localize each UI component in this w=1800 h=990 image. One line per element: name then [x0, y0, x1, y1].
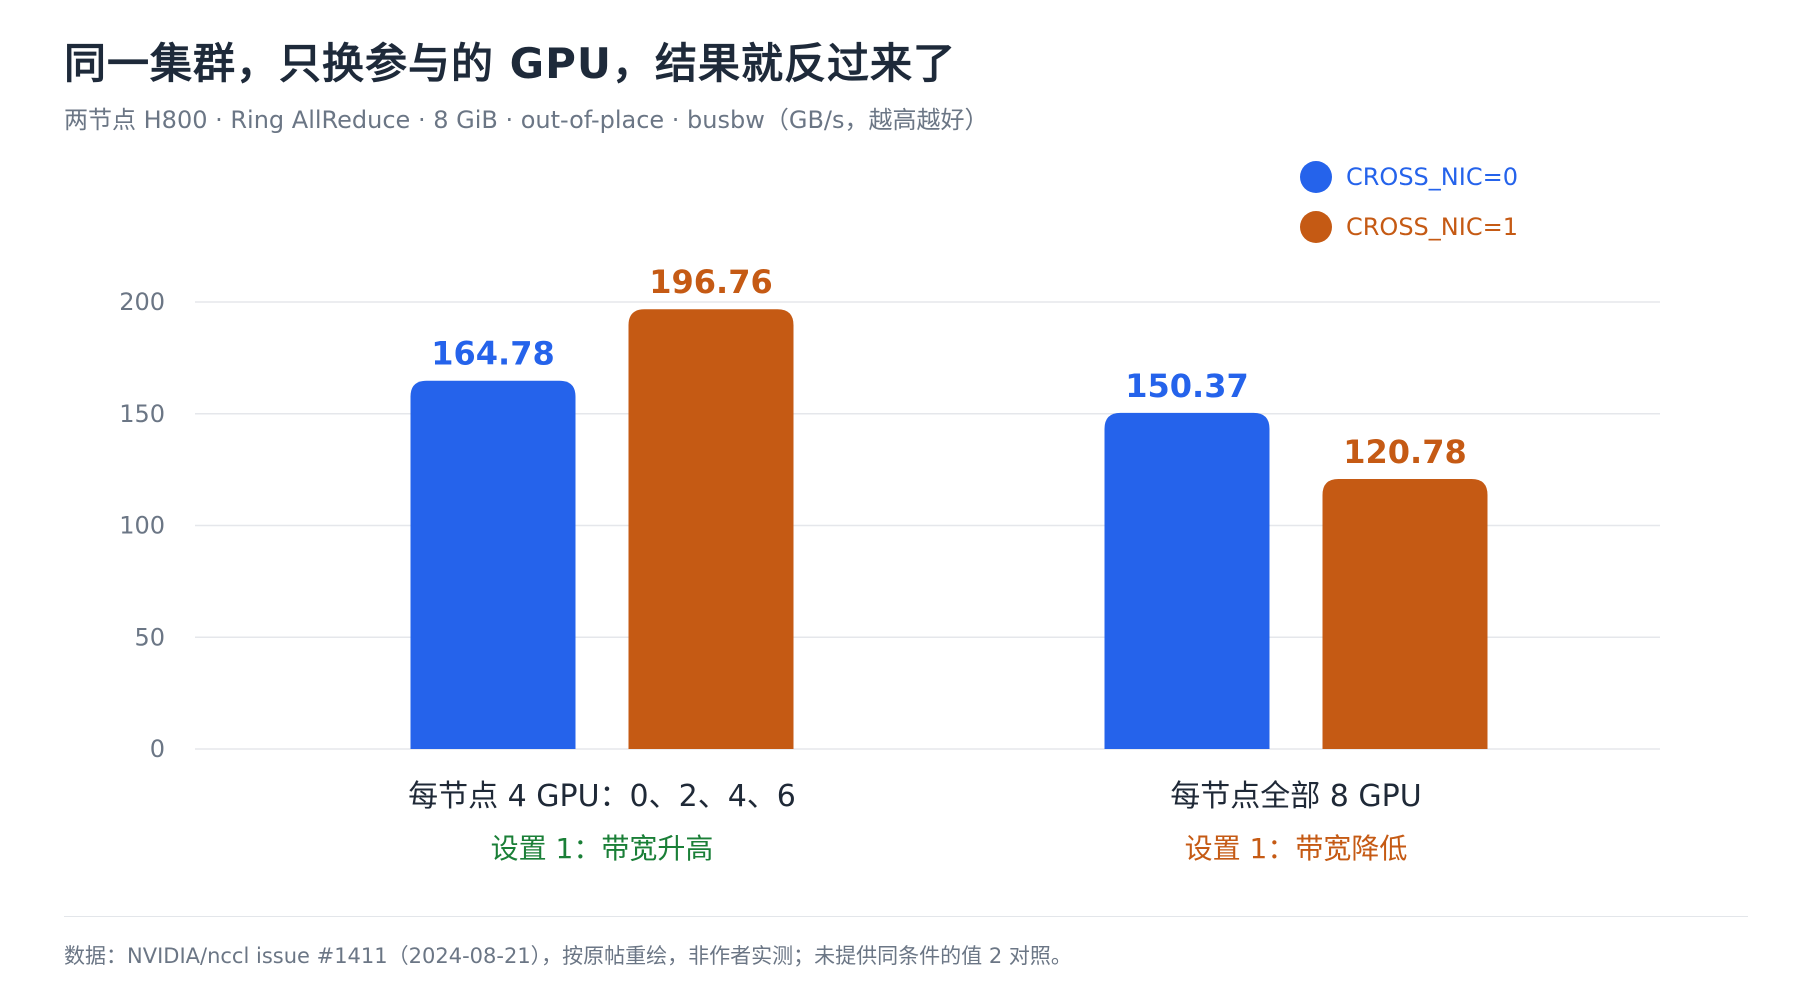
legend: CROSS_NIC=0 CROSS_NIC=1	[1300, 160, 1518, 260]
y-tick-label: 0	[150, 735, 165, 763]
bar-value-label: 196.76	[649, 263, 772, 301]
legend-swatch-series-1	[1300, 211, 1332, 243]
category-note: 设置 1：带宽升高	[491, 832, 714, 865]
x-category-label: 每节点 4 GPU：0、2、4、6	[408, 779, 796, 814]
bar-value-label: 150.37	[1125, 367, 1248, 405]
x-category-label: 每节点全部 8 GPU	[1170, 779, 1421, 814]
bar-cross-nic-0	[410, 380, 576, 749]
chart-subtitle: 两节点 H800 · Ring AllReduce · 8 GiB · out-…	[64, 106, 989, 134]
chart-title: 同一集群，只换参与的 GPU，结果就反过来了	[64, 39, 956, 88]
footer-divider	[64, 916, 1748, 917]
y-tick-label: 100	[119, 512, 165, 540]
legend-item-cross-nic-1: CROSS_NIC=1	[1300, 210, 1518, 244]
legend-label-series-0: CROSS_NIC=0	[1346, 163, 1518, 191]
bar-cross-nic-1	[1322, 479, 1488, 749]
y-tick-label: 200	[119, 288, 165, 316]
data-source-footnote: 数据：NVIDIA/nccl issue #1411（2024-08-21），按…	[64, 944, 1072, 968]
y-tick-label: 150	[119, 400, 165, 428]
y-tick-label: 50	[134, 623, 165, 651]
bar-cross-nic-1	[628, 309, 794, 749]
bar-value-label: 120.78	[1343, 433, 1466, 471]
bar-cross-nic-0	[1104, 412, 1270, 749]
legend-item-cross-nic-0: CROSS_NIC=0	[1300, 160, 1518, 194]
legend-label-series-1: CROSS_NIC=1	[1346, 213, 1518, 241]
legend-swatch-series-0	[1300, 161, 1332, 193]
category-note: 设置 1：带宽降低	[1185, 832, 1408, 865]
bar-value-label: 164.78	[431, 335, 554, 373]
